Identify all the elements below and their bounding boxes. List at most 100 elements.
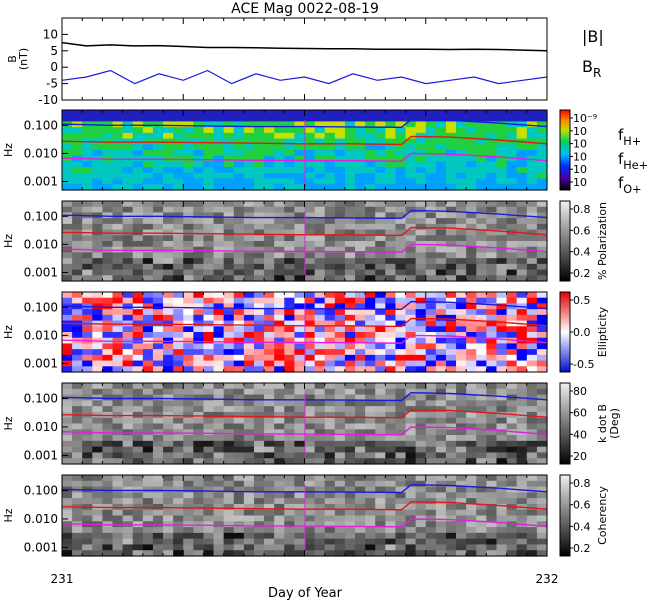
heatmap-cell xyxy=(395,406,407,413)
heatmap-cell xyxy=(324,297,336,305)
heatmap-cell xyxy=(324,521,336,528)
heatmap-cell xyxy=(445,550,457,557)
heatmap-cell xyxy=(516,297,528,305)
heatmap-cell xyxy=(233,332,245,339)
heatmap-cell xyxy=(375,297,386,305)
heatmap-cell xyxy=(415,309,427,316)
heatmap-cell xyxy=(152,343,164,350)
heatmap-cell xyxy=(365,326,376,333)
heatmap-cell xyxy=(203,269,215,276)
heatmap-cell xyxy=(243,394,255,401)
heatmap-cell xyxy=(253,110,265,117)
heatmap-cell xyxy=(72,258,83,265)
heatmap-cell xyxy=(264,258,275,265)
heatmap-cell xyxy=(456,423,467,430)
heatmap-cell xyxy=(405,178,417,185)
heatmap-cell xyxy=(173,388,184,396)
heatmap-cell xyxy=(506,383,518,390)
heatmap-cell xyxy=(72,332,83,339)
heatmap-cell xyxy=(496,366,508,373)
heatmap-cell xyxy=(132,212,144,219)
heatmap-cell xyxy=(344,184,356,191)
heatmap-cell xyxy=(304,314,316,322)
heatmap-cell xyxy=(284,263,295,271)
heatmap-cell xyxy=(203,503,215,511)
heatmap-cell xyxy=(476,440,487,448)
heatmap-cell xyxy=(62,132,73,140)
heatmap-cell xyxy=(72,406,83,413)
heatmap-cell xyxy=(385,515,397,522)
heatmap-cell xyxy=(193,429,205,436)
heatmap-cell xyxy=(405,366,417,373)
heatmap-cell xyxy=(284,486,295,493)
heatmap-cell xyxy=(466,206,477,214)
heatmap-cell xyxy=(405,349,417,356)
heatmap-cell xyxy=(456,515,467,522)
heatmap-cell xyxy=(486,127,498,134)
heatmap-cell xyxy=(163,241,174,248)
heatmap-cell xyxy=(274,492,285,499)
heatmap-cell xyxy=(112,184,124,191)
heatmap-cell xyxy=(496,241,508,248)
heatmap-cell xyxy=(183,252,194,259)
heatmap-cell xyxy=(496,354,508,362)
heatmap-cell xyxy=(213,144,225,151)
heatmap-cell xyxy=(92,258,104,265)
heatmap-cell xyxy=(112,127,124,134)
heatmap-cell xyxy=(344,121,356,128)
heatmap-cell xyxy=(203,132,215,140)
heatmap-cell xyxy=(445,429,457,436)
heatmap-cell xyxy=(526,115,538,123)
heatmap-cell xyxy=(415,297,427,305)
heatmap-cell xyxy=(344,309,356,316)
heatmap-cell xyxy=(405,544,417,551)
heatmap-cell xyxy=(193,206,205,214)
heatmap-cell xyxy=(213,400,225,407)
heatmap-cell xyxy=(415,326,427,333)
heatmap-cell xyxy=(82,241,93,248)
heatmap-cell xyxy=(415,440,427,448)
heatmap-cell xyxy=(294,218,306,225)
heatmap-cell xyxy=(456,235,467,242)
heatmap-cell xyxy=(152,349,164,356)
heatmap-cell xyxy=(385,475,397,482)
heatmap-cell xyxy=(385,423,397,430)
heatmap-cell xyxy=(213,246,225,254)
heatmap-cell xyxy=(163,150,174,157)
heatmap-cell xyxy=(445,349,457,356)
heatmap-cell xyxy=(365,212,376,219)
heatmap-cell xyxy=(92,360,104,367)
heatmap-cell xyxy=(456,241,467,248)
heatmap-cell xyxy=(456,297,467,305)
heatmap-cell xyxy=(486,498,498,505)
heatmap-cell xyxy=(82,360,93,367)
heatmap-cell xyxy=(375,446,386,454)
heatmap-cell xyxy=(405,138,417,145)
heatmap-cell xyxy=(274,127,285,134)
heatmap-cell xyxy=(496,480,508,488)
heatmap-cell xyxy=(253,292,265,299)
heatmap-cell xyxy=(314,480,326,488)
heatmap-cell xyxy=(183,435,194,442)
colorbar-label: Ellipticity xyxy=(596,306,609,357)
heatmap-cell xyxy=(132,161,144,168)
heatmap-cell xyxy=(152,326,164,333)
colorbar-label: Coherency xyxy=(596,486,609,545)
heatmap-cell xyxy=(102,440,114,448)
heatmap-cell xyxy=(435,440,447,448)
heatmap-cell xyxy=(284,275,295,282)
heatmap-cell xyxy=(203,241,215,248)
heatmap-cell xyxy=(425,297,437,305)
heatmap-cell xyxy=(395,138,407,145)
heatmap-cell xyxy=(344,246,356,254)
heatmap-cell xyxy=(395,349,407,356)
heatmap-cell xyxy=(122,509,134,517)
heatmap-cell xyxy=(334,417,346,425)
colorbar-tick-label: 10 xyxy=(573,150,587,163)
heatmap-cell xyxy=(223,292,235,299)
heatmap-cell xyxy=(415,366,427,373)
heatmap-cell xyxy=(405,550,417,557)
heatmap-cell xyxy=(365,303,376,310)
heatmap-cell xyxy=(223,127,235,134)
heatmap-cell xyxy=(365,309,376,316)
